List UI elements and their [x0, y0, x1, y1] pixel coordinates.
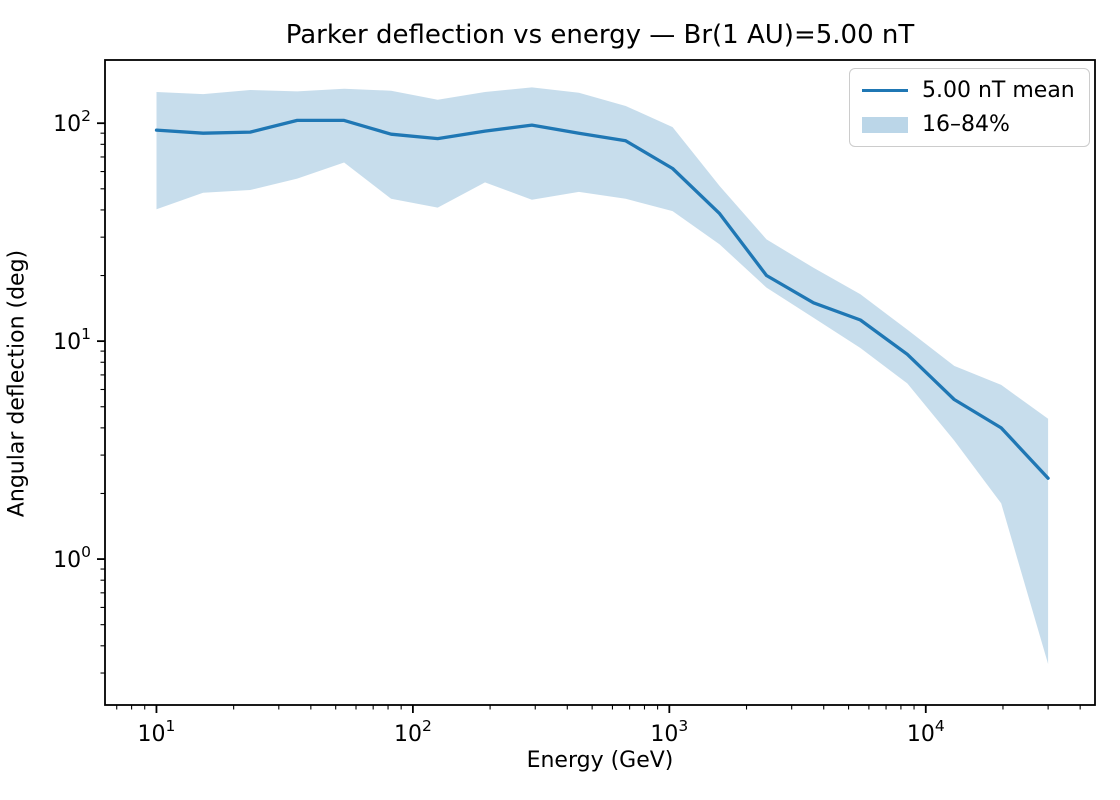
x-tick-label: 102	[394, 717, 432, 747]
y-tick-label: 100	[53, 543, 91, 573]
x-tick-label: 104	[907, 717, 945, 747]
chart-title: Parker deflection vs energy — Br(1 AU)=5…	[285, 20, 915, 50]
confidence-band	[156, 87, 1049, 664]
y-tick-label: 101	[53, 325, 91, 355]
x-axis-label: Energy (GeV)	[526, 748, 674, 773]
mean-line	[154, 118, 1050, 480]
x-tick-label: 103	[650, 717, 688, 747]
x-tick-label: 101	[138, 717, 176, 747]
y-axis-label: Angular deflection (deg)	[4, 249, 30, 518]
legend-entry-mean: 5.00 nT mean	[862, 78, 1075, 103]
legend-entry-band: 16–84%	[862, 112, 1075, 137]
legend: 5.00 nT mean 16–84%	[849, 68, 1090, 147]
legend-patch-swatch	[862, 116, 908, 133]
legend-label-band: 16–84%	[922, 112, 1010, 137]
y-tick-label: 102	[53, 107, 91, 137]
legend-line-swatch	[862, 89, 908, 92]
legend-label-mean: 5.00 nT mean	[922, 78, 1075, 103]
axes-spines	[104, 59, 1096, 706]
